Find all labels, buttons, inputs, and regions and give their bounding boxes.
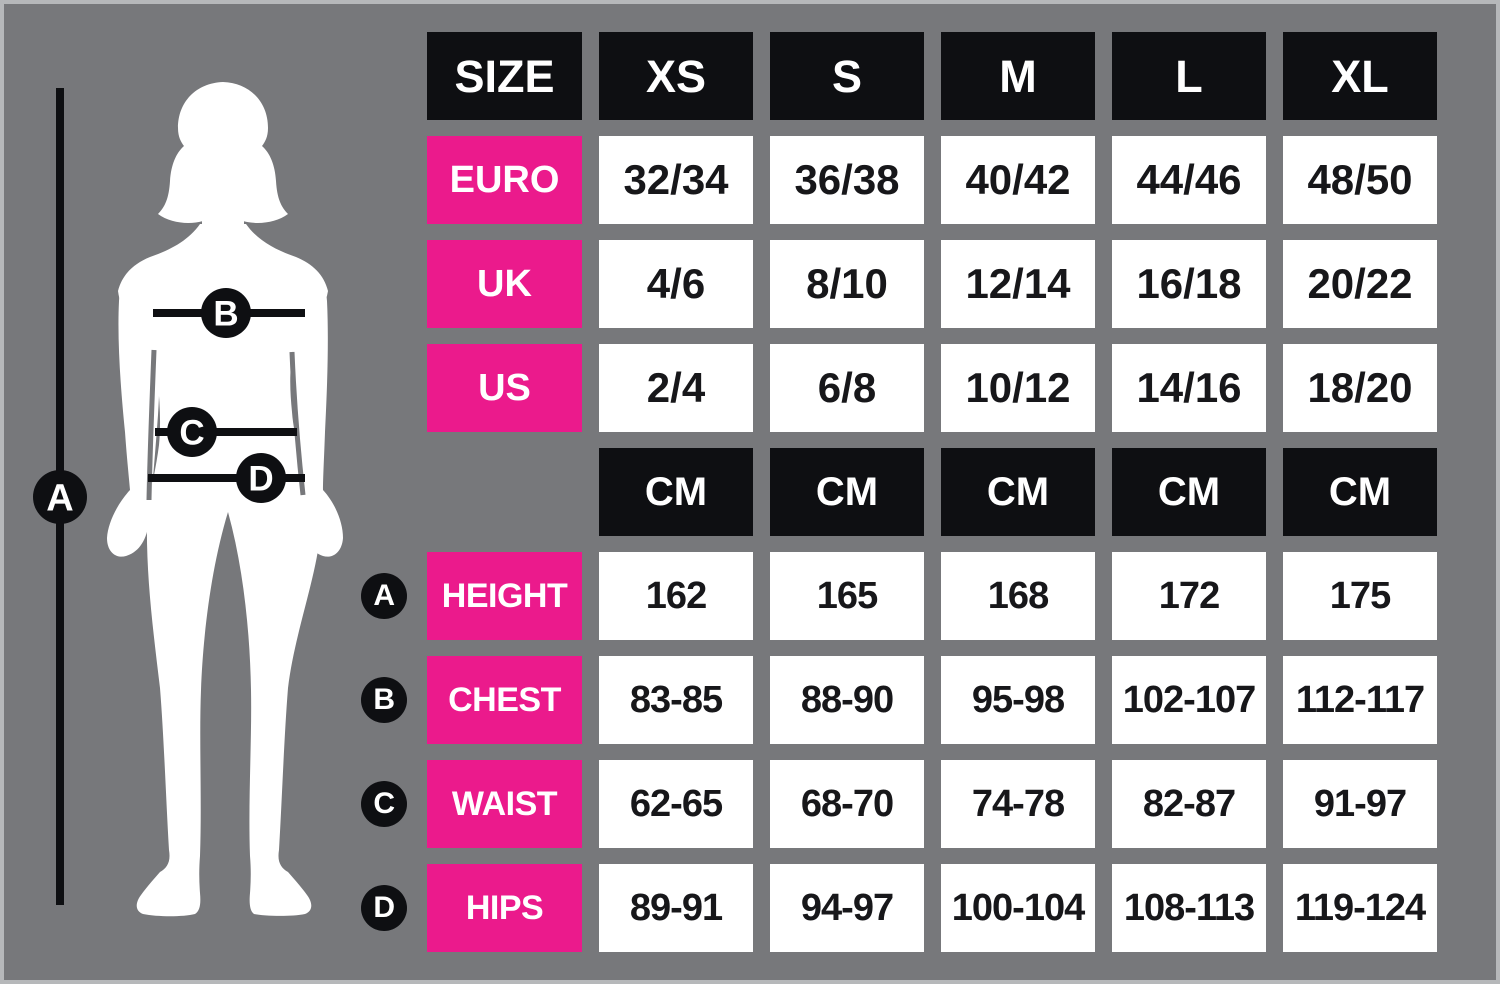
chest-marker-circle [201,288,251,338]
waist-l-value: 82-87 [1112,760,1266,848]
uk-xs-value: 4/6 [599,240,753,328]
uk-s-value: 8/10 [770,240,924,328]
height-marker-letter: A [46,478,73,520]
hips-m-value: 100-104 [941,864,1095,952]
size-table: SIZE XS S M L XL EURO 32/34 36/38 40/42 … [361,32,1437,952]
header-cell-l: L [1112,32,1266,120]
height-xl-value: 175 [1283,552,1437,640]
height-marker-circle [33,470,87,524]
us-xl-value: 18/20 [1283,344,1437,432]
waist-s-value: 68-70 [770,760,924,848]
header-cell-xl: XL [1283,32,1437,120]
height-l-value: 172 [1112,552,1266,640]
header-cell-s: S [770,32,924,120]
us-l-value: 14/16 [1112,344,1266,432]
cm-header-m: CM [941,448,1095,536]
euro-l-value: 44/46 [1112,136,1266,224]
hips-l-value: 108-113 [1112,864,1266,952]
chest-s-value: 88-90 [770,656,924,744]
cm-header-s: CM [770,448,924,536]
cm-header-xl: CM [1283,448,1437,536]
hips-xs-value: 89-91 [599,864,753,952]
chest-m-value: 95-98 [941,656,1095,744]
uk-row-label: UK [427,240,582,328]
figure-body [118,224,328,917]
us-s-value: 6/8 [770,344,924,432]
chest-marker-letter: B [213,295,238,334]
figure-right-arm [292,259,343,557]
us-row-label: US [427,344,582,432]
uk-l-value: 16/18 [1112,240,1266,328]
chest-xl-value: 112-117 [1283,656,1437,744]
chest-l-value: 102-107 [1112,656,1266,744]
euro-xs-value: 32/34 [599,136,753,224]
waist-row-label: C WAIST [361,760,582,848]
height-row-label: A HEIGHT [361,552,582,640]
figure-head [158,82,288,223]
header-cell-xs: XS [599,32,753,120]
waist-row-marker: C [361,781,407,827]
euro-xl-value: 48/50 [1283,136,1437,224]
hips-marker-letter: D [248,460,273,499]
height-row-marker: A [361,573,407,619]
euro-row-label: EURO [427,136,582,224]
chest-row-marker: B [361,677,407,723]
waist-marker-letter: C [179,414,204,453]
height-m-value: 168 [941,552,1095,640]
chest-row-label-text: CHEST [448,681,561,719]
hips-marker-circle [236,453,286,503]
us-m-value: 10/12 [941,344,1095,432]
uk-m-value: 12/14 [941,240,1095,328]
euro-s-value: 36/38 [770,136,924,224]
waist-xs-value: 62-65 [599,760,753,848]
euro-m-value: 40/42 [941,136,1095,224]
chest-xs-value: 83-85 [599,656,753,744]
cm-header-xs: CM [599,448,753,536]
hips-row-label-text: HIPS [465,889,544,927]
waist-xl-value: 91-97 [1283,760,1437,848]
header-cell-size: SIZE [427,32,582,120]
hips-row-label: D HIPS [361,864,582,952]
figure-left-arm [107,259,160,557]
hips-xl-value: 119-124 [1283,864,1437,952]
figure-left-arm-gap [146,349,157,501]
us-xs-value: 2/4 [599,344,753,432]
height-s-value: 165 [770,552,924,640]
height-row-label-text: HEIGHT [441,577,568,615]
hips-row-marker: D [361,885,407,931]
waist-marker-circle [167,407,217,457]
header-cell-m: M [941,32,1095,120]
chest-row-label: B CHEST [361,656,582,744]
height-xs-value: 162 [599,552,753,640]
female-figure-silhouette: A B C D [33,82,343,917]
hips-s-value: 94-97 [770,864,924,952]
waist-row-label-text: WAIST [451,785,558,823]
waist-m-value: 74-78 [941,760,1095,848]
uk-xl-value: 20/22 [1283,240,1437,328]
table-spacer [427,448,582,536]
cm-header-l: CM [1112,448,1266,536]
